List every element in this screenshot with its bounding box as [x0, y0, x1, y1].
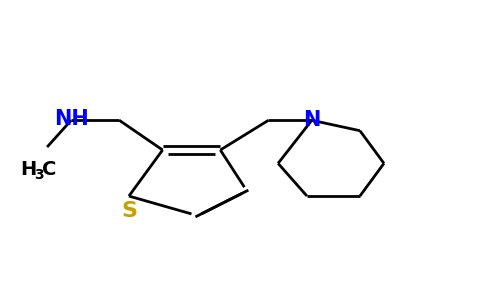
Text: NH: NH [54, 109, 89, 129]
Text: C: C [42, 160, 57, 179]
Text: H: H [21, 160, 37, 179]
Text: 3: 3 [34, 168, 44, 182]
Text: S: S [121, 201, 137, 221]
Text: N: N [303, 110, 320, 130]
